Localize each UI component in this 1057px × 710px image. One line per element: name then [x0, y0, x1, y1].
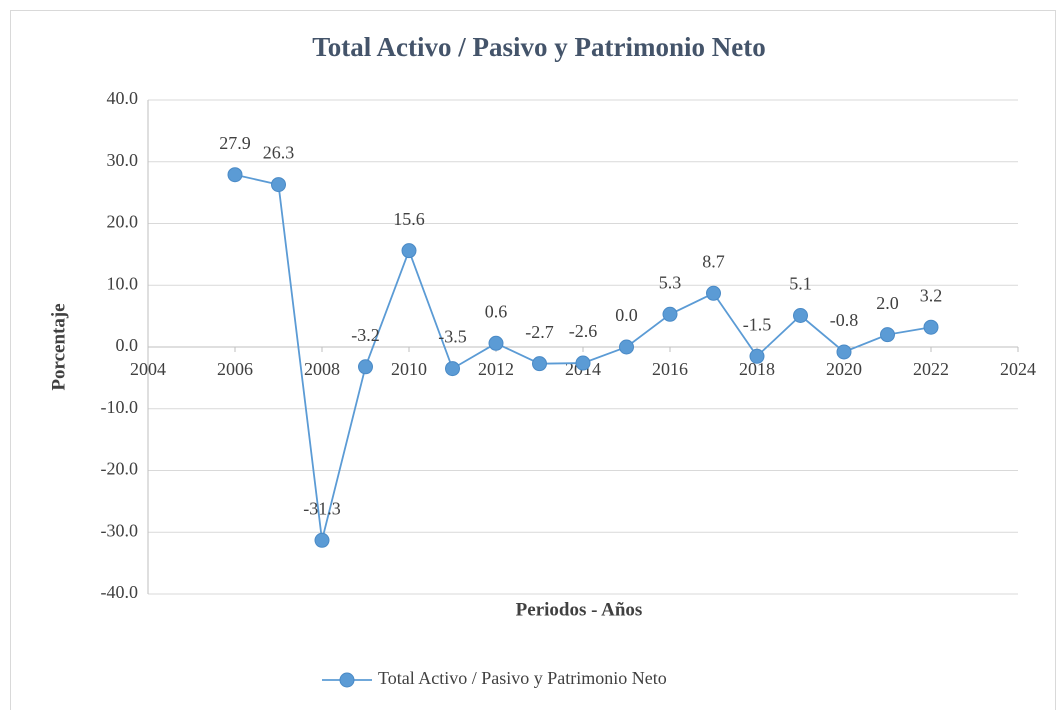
data-point — [880, 327, 895, 343]
data-label: 2.0 — [876, 293, 899, 313]
data-label: 5.1 — [789, 274, 812, 294]
x-tick-label: 2008 — [304, 359, 340, 379]
legend-label: Total Activo / Pasivo y Patrimonio Neto — [378, 668, 667, 688]
chart-title: Total Activo / Pasivo y Patrimonio Neto — [312, 32, 765, 62]
y-tick-label: 30.0 — [107, 150, 139, 170]
data-label: 0.0 — [615, 305, 638, 325]
y-tick-label: 0.0 — [116, 335, 139, 355]
data-point — [923, 319, 939, 335]
y-tick-label: 40.0 — [107, 88, 139, 108]
data-point — [662, 306, 678, 322]
data-point — [488, 335, 504, 351]
data-label: -2.6 — [569, 321, 598, 341]
data-label: 15.6 — [393, 209, 425, 229]
data-label: 27.9 — [219, 133, 251, 153]
data-point — [619, 339, 634, 355]
y-axis-title: Porcentaje — [48, 303, 69, 390]
data-point — [445, 361, 460, 377]
x-tick-label: 2022 — [913, 359, 949, 379]
x-tick-label: 2020 — [826, 359, 862, 379]
data-label: 26.3 — [263, 143, 295, 163]
data-label: -3.5 — [438, 327, 467, 347]
data-point — [358, 359, 373, 375]
x-tick-label: 2006 — [217, 359, 253, 379]
data-label: -3.2 — [351, 325, 380, 345]
x-tick-label: 2012 — [478, 359, 514, 379]
data-point — [793, 308, 808, 324]
data-point — [706, 285, 721, 301]
data-point — [314, 532, 330, 548]
data-label: -31.3 — [303, 498, 341, 518]
x-tick-label: 2024 — [1000, 359, 1036, 379]
y-tick-label: 20.0 — [107, 212, 139, 232]
x-tick-label: 2016 — [652, 359, 688, 379]
data-label: -0.8 — [830, 310, 859, 330]
y-tick-label: -30.0 — [101, 520, 139, 540]
y-tick-label: 10.0 — [107, 273, 139, 293]
data-point — [749, 348, 765, 364]
y-tick-label: -40.0 — [101, 582, 139, 602]
x-tick-label: 2010 — [391, 359, 427, 379]
y-tick-label: -10.0 — [101, 397, 139, 417]
data-label: -2.7 — [525, 322, 554, 342]
data-label: 3.2 — [920, 285, 943, 305]
data-point — [532, 356, 547, 372]
data-label: 0.6 — [485, 301, 508, 321]
x-axis-title: Periodos - Años — [516, 599, 643, 620]
data-point — [401, 243, 417, 259]
x-tick-label: 2018 — [739, 359, 775, 379]
data-label: 8.7 — [702, 251, 725, 271]
x-tick-label: 2004 — [130, 359, 166, 379]
data-point — [227, 167, 243, 183]
y-tick-label: -20.0 — [101, 459, 139, 479]
data-label: 5.3 — [659, 272, 682, 292]
data-point — [271, 177, 286, 193]
legend-marker — [339, 672, 355, 688]
data-point — [575, 355, 591, 371]
data-point — [836, 344, 852, 360]
data-label: -1.5 — [743, 314, 772, 334]
